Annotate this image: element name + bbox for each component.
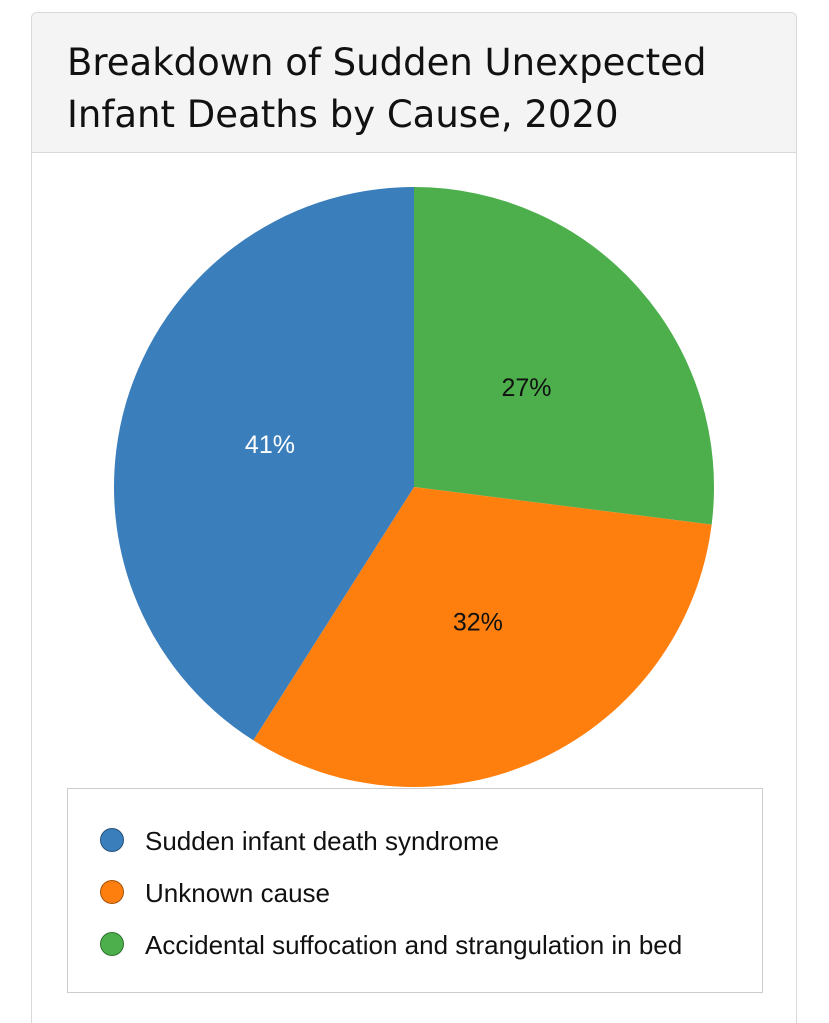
legend-swatch-icon bbox=[100, 880, 124, 904]
card-header: Breakdown of Sudden Unexpected Infant De… bbox=[32, 13, 796, 153]
chart-legend: Sudden infant death syndrome Unknown caus… bbox=[67, 788, 763, 993]
legend-label: Sudden infant death syndrome bbox=[145, 826, 500, 856]
legend-item-accidental-suffocation: Accidental suffocation and strangulation… bbox=[68, 925, 762, 965]
legend-label: Unknown cause bbox=[145, 878, 330, 908]
pie-chart: 27% 32% 41% bbox=[113, 187, 714, 787]
legend-swatch-icon bbox=[100, 932, 124, 956]
legend-item-unknown-cause: Unknown cause bbox=[68, 873, 762, 913]
pie-slice-unknown-cause bbox=[253, 487, 712, 787]
pie-slice-accidental-suffocation bbox=[414, 187, 714, 525]
legend-label: Accidental suffocation and strangulation… bbox=[145, 930, 683, 960]
pie-slice-sids bbox=[113, 187, 414, 741]
chart-title: Breakdown of Sudden Unexpected Infant De… bbox=[67, 41, 707, 136]
legend-swatch-icon bbox=[100, 828, 124, 852]
slice-label-accidental-suffocation: 27% bbox=[501, 374, 551, 402]
slice-label-unknown-cause: 32% bbox=[453, 609, 503, 637]
legend-item-sids: Sudden infant death syndrome bbox=[68, 821, 762, 861]
slice-label-sids: 41% bbox=[245, 431, 295, 459]
